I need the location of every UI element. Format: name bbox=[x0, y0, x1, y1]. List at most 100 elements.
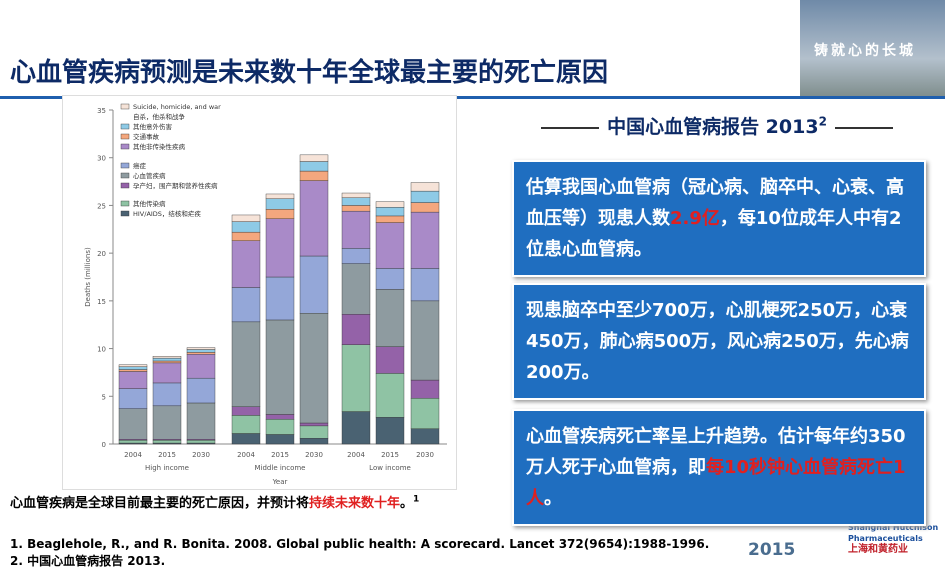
info-box: 估算我国心血管病（冠心病、脑卒中、心衰、高血压等）现患人数2.9亿，每10位成年… bbox=[512, 160, 926, 277]
bar-segment bbox=[186, 354, 216, 379]
legend-label: 自杀，他杀和战争 bbox=[133, 112, 186, 121]
bar-segment bbox=[299, 170, 329, 181]
bar-segment bbox=[341, 263, 371, 315]
bar-segment bbox=[375, 417, 405, 445]
bar-segment bbox=[375, 373, 405, 418]
logo: Shanghai Hutchison Pharmaceuticals 上海和黄药业 bbox=[848, 522, 945, 555]
group-label: Middle income bbox=[255, 464, 306, 472]
bar-segment bbox=[410, 428, 440, 445]
bar-segment bbox=[265, 218, 295, 278]
bar-segment bbox=[410, 211, 440, 269]
bar-segment bbox=[410, 190, 440, 203]
legend-swatch bbox=[120, 123, 130, 130]
bar-segment bbox=[299, 438, 329, 445]
text: 心血管疾病是全球目前最主要的死亡原因，并预计将 bbox=[10, 496, 310, 511]
text: ，每10位成年人中有2位患心血管病。 bbox=[526, 208, 902, 260]
x-tick-label: 2004 bbox=[124, 451, 142, 459]
bar-segment bbox=[299, 422, 329, 427]
highlight-text: 2.9亿 bbox=[670, 208, 720, 229]
legend-label: 交通事故 bbox=[133, 132, 160, 141]
group-label: High income bbox=[145, 464, 189, 472]
bar-segment bbox=[265, 414, 295, 420]
legend-swatch bbox=[120, 103, 130, 110]
text: 。 bbox=[400, 496, 414, 511]
legend-swatch bbox=[120, 143, 130, 150]
x-axis-label: Year bbox=[272, 478, 288, 486]
legend-title: Suicide, homicide, and war bbox=[133, 103, 221, 111]
legend-swatch bbox=[120, 182, 130, 189]
y-tick-label: 0 bbox=[102, 441, 106, 449]
bar-segment bbox=[341, 411, 371, 445]
bar-segment bbox=[186, 347, 216, 350]
bar-segment bbox=[375, 289, 405, 347]
bar-segment bbox=[265, 418, 295, 435]
text: 现患脑卒中至少700万，心肌梗死250万，心衰450万，肺心病500万，风心病2… bbox=[526, 300, 909, 383]
legend-label: 孕产妇，围产期和营养性疾病 bbox=[133, 181, 218, 190]
bar-segment bbox=[375, 222, 405, 269]
bar-segment bbox=[231, 240, 261, 288]
x-tick-label: 2030 bbox=[416, 451, 434, 459]
caption-ref: 1 bbox=[413, 494, 420, 505]
y-tick-label: 25 bbox=[97, 202, 106, 210]
bar-segment bbox=[231, 406, 261, 416]
legend-swatch bbox=[120, 133, 130, 140]
reference: 2. 中国心血管病报告 2013. bbox=[10, 554, 166, 567]
y-tick-label: 5 bbox=[102, 393, 106, 401]
bar-segment bbox=[410, 202, 440, 213]
bar-segment bbox=[341, 248, 371, 264]
bar-segment bbox=[118, 439, 148, 444]
bar-segment bbox=[231, 415, 261, 434]
legend-swatch bbox=[120, 210, 130, 217]
report-ref: 2 bbox=[818, 114, 827, 129]
y-tick-label: 35 bbox=[97, 107, 106, 115]
legend-label: 其他传染病 bbox=[133, 199, 166, 208]
title-rule bbox=[0, 96, 945, 99]
bar-segment bbox=[341, 197, 371, 206]
x-tick-label: 2004 bbox=[347, 451, 365, 459]
bar-segment bbox=[375, 207, 405, 217]
bar-segment bbox=[186, 352, 216, 355]
bar-segment bbox=[118, 408, 148, 440]
bar-segment bbox=[299, 161, 329, 172]
bar-segment bbox=[186, 439, 216, 444]
slide-title: 心血管疾病预测是未来数十年全球最主要的死亡原因 bbox=[10, 58, 609, 88]
bar-segment bbox=[410, 182, 440, 192]
reference: 1. Beaglehole, R., and R. Bonita. 2008. … bbox=[10, 537, 710, 551]
x-tick-label: 2004 bbox=[237, 451, 255, 459]
bar-segment bbox=[118, 366, 148, 370]
caption: 心血管疾病是全球目前最主要的死亡原因，并预计将持续未来数十年。1 bbox=[10, 492, 419, 511]
bar-segment bbox=[231, 231, 261, 241]
bar-segment bbox=[265, 193, 295, 199]
bar-segment bbox=[152, 382, 182, 407]
bar-segment bbox=[118, 388, 148, 409]
bar-segment bbox=[341, 314, 371, 345]
bar-segment bbox=[265, 209, 295, 219]
y-tick-label: 10 bbox=[97, 346, 106, 354]
x-tick-label: 2015 bbox=[158, 451, 176, 459]
bar-segment bbox=[410, 300, 440, 381]
bar-segment bbox=[375, 201, 405, 208]
legend-swatch bbox=[120, 162, 130, 169]
y-tick-label: 30 bbox=[97, 155, 106, 163]
report-title: 中国心血管病报告 2013 bbox=[607, 116, 819, 138]
bar-segment bbox=[118, 364, 148, 367]
bar-segment bbox=[375, 346, 405, 374]
y-tick-label: 15 bbox=[97, 298, 106, 306]
legend-label: 其他意外伤害 bbox=[133, 122, 173, 131]
bar-segment bbox=[299, 154, 329, 162]
bar-segment bbox=[231, 287, 261, 323]
bar-segment bbox=[265, 434, 295, 445]
bar-segment bbox=[341, 344, 371, 412]
x-tick-label: 2030 bbox=[192, 451, 210, 459]
bar-segment bbox=[186, 349, 216, 353]
legend-label: HIV/AIDS，结核和疟疾 bbox=[133, 209, 201, 218]
bar-segment bbox=[186, 377, 216, 404]
legend-swatch bbox=[120, 200, 130, 207]
bar-segment bbox=[375, 215, 405, 223]
banner-image: 铸就心的长城 bbox=[800, 0, 945, 98]
bar-segment bbox=[152, 362, 182, 384]
bar-segment bbox=[299, 255, 329, 314]
bar-segment bbox=[118, 371, 148, 389]
legend-label: 心血管疾病 bbox=[133, 171, 166, 180]
logo-en: Shanghai Hutchison Pharmaceuticals bbox=[848, 523, 939, 543]
